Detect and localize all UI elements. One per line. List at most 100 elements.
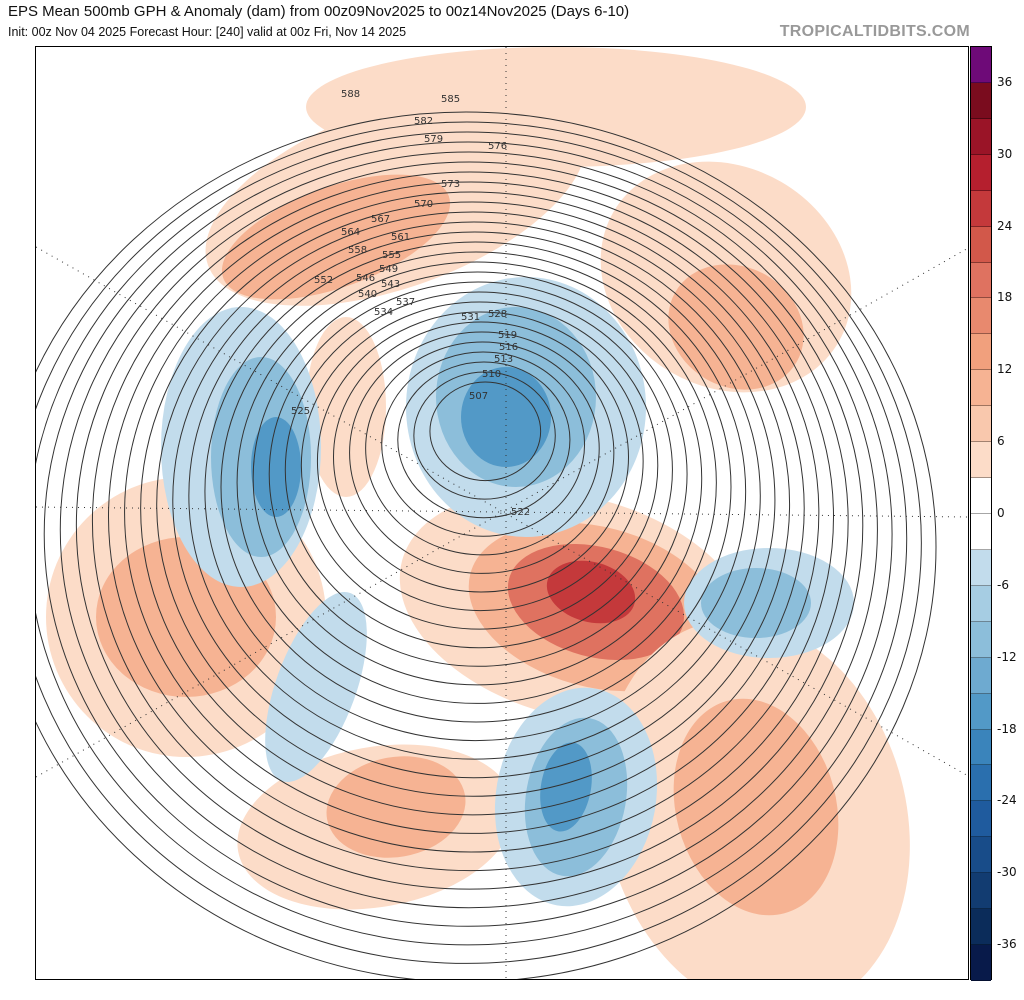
contour-label: 528 [488, 309, 507, 320]
contour-label: 543 [381, 279, 400, 290]
map-subtitle: Init: 00z Nov 04 2025 Forecast Hour: [24… [8, 25, 407, 39]
colorbar-tick-label: 6 [997, 434, 1005, 449]
colorbar-bin [971, 334, 991, 371]
height-contour [349, 331, 615, 574]
height-contour [75, 161, 864, 890]
contour-label: 513 [494, 354, 513, 365]
colorbar-tick-label: -18 [997, 721, 1017, 736]
colorbar-bin [971, 909, 991, 946]
colorbar-tick-label: 18 [997, 290, 1013, 305]
height-contour [284, 291, 673, 649]
colorbar-bin [971, 298, 991, 335]
colorbar-bin [971, 945, 991, 981]
anomaly-fill-layer [46, 47, 910, 979]
height-contour [91, 171, 849, 872]
colorbar-tick-label: -12 [997, 649, 1017, 664]
colorbar-tick-label: 0 [997, 506, 1005, 520]
height-contour [316, 311, 644, 612]
anomaly-region [251, 417, 301, 517]
height-contour [268, 281, 688, 667]
colorbar-bin [971, 729, 991, 766]
height-contour [397, 361, 571, 519]
contour-label: 573 [441, 179, 460, 190]
contour-label: 588 [341, 89, 360, 100]
colorbar-bin [971, 226, 991, 263]
height-contour [300, 301, 659, 630]
brand-watermark: TROPICALTIDBITS.COM [779, 23, 970, 40]
anomaly-region [265, 592, 367, 782]
contour-label: 576 [488, 141, 507, 152]
colorbar-bin [971, 873, 991, 910]
contour-label: 516 [499, 342, 518, 353]
colorbar-tick-label: -24 [997, 793, 1017, 808]
contour-label: 525 [291, 406, 310, 417]
height-contour [172, 221, 776, 779]
colorbar-tick-label: -6 [997, 577, 1009, 592]
contour-label: 510 [482, 369, 501, 380]
colorbar-bin [971, 837, 991, 874]
height-contour [413, 371, 556, 500]
colorbar-tick-label: 30 [997, 146, 1013, 161]
anomaly-region [668, 264, 804, 390]
map-title: EPS Mean 500mb GPH & Anomaly (dam) from … [8, 3, 630, 20]
contour-label: 561 [391, 232, 410, 243]
contour-label: 540 [358, 289, 377, 300]
anomaly-region [221, 174, 451, 300]
height-contour [108, 181, 834, 853]
height-contour [59, 151, 878, 909]
colorbar-bin [971, 190, 991, 227]
colorbar-bin [971, 406, 991, 443]
colorbar-bin [971, 47, 991, 83]
contour-label: 558 [348, 245, 367, 256]
contour-label: 537 [396, 297, 415, 308]
colorbar-tick-label: 12 [997, 362, 1013, 377]
colorbar-bin [971, 801, 991, 838]
anomaly-region [540, 742, 592, 832]
contour-label: 522 [511, 507, 530, 518]
anomaly-region [306, 47, 806, 167]
colorbar-bin [971, 370, 991, 407]
anomaly-region [673, 698, 839, 916]
contour-label-layer: 588 585 582 579 576 573 570 567 564 561 558 555 552 5… [291, 89, 530, 518]
height-contour [365, 341, 600, 556]
contour-label: 552 [314, 275, 333, 286]
height-contour [381, 351, 586, 537]
colorbar-bin [971, 82, 991, 119]
colorbar-tick-label: 24 [997, 218, 1013, 233]
colorbar-bin [971, 621, 991, 658]
contour-label: 534 [374, 307, 393, 318]
colorbar-tick-label: -36 [997, 937, 1017, 952]
height-contour [124, 191, 820, 834]
contour-label: 585 [441, 94, 460, 105]
height-contour [204, 241, 747, 742]
height-contour-layer [36, 111, 937, 979]
colorbar [970, 46, 992, 981]
colorbar-bin [971, 154, 991, 191]
colorbar-bin [971, 262, 991, 299]
height-contour [333, 321, 629, 593]
contour-label: 531 [461, 312, 480, 323]
colorbar-bin [971, 513, 991, 550]
colorbar-bin [971, 478, 991, 514]
colorbar-bin [971, 118, 991, 155]
height-contour [36, 121, 922, 964]
map-panel: 588 585 582 579 576 573 570 567 564 561 558 555 552 5… [35, 46, 969, 980]
colorbar-bin [971, 442, 991, 479]
height-contour [36, 131, 908, 946]
height-contour [36, 111, 937, 979]
contour-label: 507 [469, 391, 488, 402]
height-contour [188, 231, 761, 760]
polar-map: 588 585 582 579 576 573 570 567 564 561 558 555 552 5… [36, 47, 968, 979]
height-contour [43, 141, 893, 927]
height-contour [236, 261, 717, 704]
contour-label: 582 [414, 116, 433, 127]
contour-label: 549 [379, 264, 398, 275]
height-contour [140, 201, 805, 816]
height-contour [429, 381, 542, 482]
contour-label: 564 [341, 227, 360, 238]
graticule-line [36, 246, 968, 777]
anomaly-region [461, 367, 551, 467]
colorbar-bin [971, 765, 991, 802]
colorbar-bin [971, 549, 991, 586]
graticule-line [36, 247, 968, 778]
